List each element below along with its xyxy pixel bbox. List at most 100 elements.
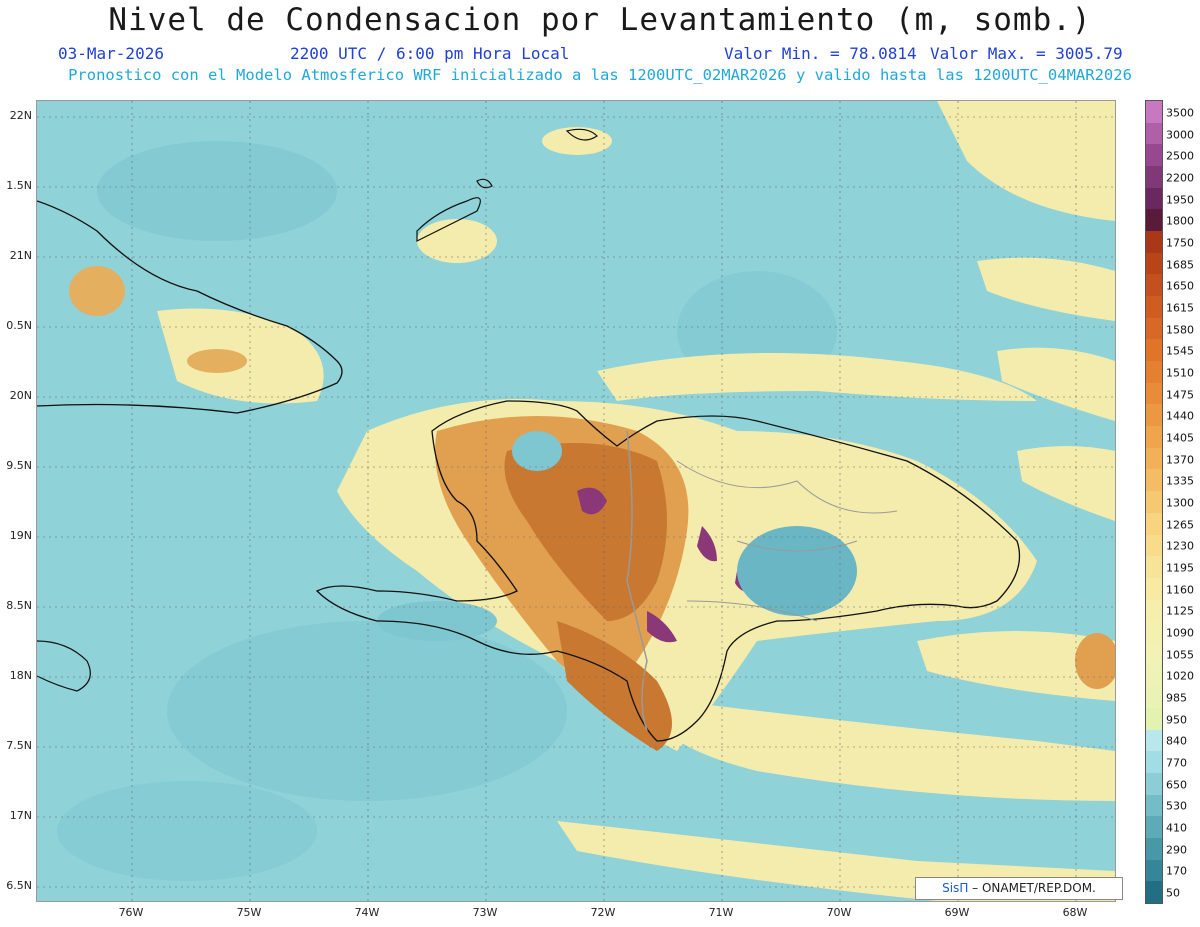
map-grid — [37, 101, 1115, 901]
colorbar-label: 950 — [1166, 713, 1187, 727]
lon-tick-72w: 72W — [590, 906, 616, 919]
colorbar-label: 1335 — [1166, 474, 1194, 488]
high-lcl-zone — [937, 101, 1115, 221]
bahamas-lcl-zone — [542, 127, 612, 155]
colorbar-swatch — [1146, 122, 1162, 145]
max-value: Valor Max. = 3005.79 — [930, 44, 1123, 63]
colorbar-swatch — [1146, 296, 1162, 319]
colorbar-label: 1160 — [1166, 583, 1194, 597]
colorbar-label: 1800 — [1166, 214, 1194, 228]
colorbar-swatch — [1146, 491, 1162, 514]
colorbar-swatch — [1146, 144, 1162, 167]
colorbar-label: 1230 — [1166, 539, 1194, 553]
lat-tick-19-5n: 9.5N — [6, 459, 32, 472]
sea-patch — [57, 781, 317, 881]
colorbar-swatch — [1146, 707, 1162, 731]
colorbar-label: 2200 — [1166, 171, 1194, 185]
colorbar-label: 1370 — [1166, 453, 1194, 467]
colorbar-swatch — [1146, 881, 1162, 904]
sea-patch — [167, 621, 567, 801]
lat-tick-17n: 17N — [9, 809, 32, 822]
colorbar-label: 1125 — [1166, 604, 1194, 618]
cuba-warm-zone — [69, 266, 125, 316]
lcl-map[interactable] — [36, 100, 1116, 902]
colorbar-swatch — [1146, 361, 1162, 384]
colorbar-label: 1950 — [1166, 193, 1194, 207]
lon-tick-76w: 76W — [118, 906, 144, 919]
lat-tick-18-5n: 8.5N — [6, 599, 32, 612]
colorbar-swatch — [1146, 686, 1162, 709]
province-lines — [676, 460, 898, 622]
colorbar-label: 1055 — [1166, 648, 1194, 662]
credit-brand: SisΠ — [942, 881, 969, 895]
colorbar-swatch — [1146, 621, 1162, 644]
colorbar-label: 530 — [1166, 799, 1187, 813]
colorbar-swatch — [1146, 642, 1162, 666]
high-lcl-zone — [1017, 446, 1115, 521]
lon-tick-73w: 73W — [472, 906, 498, 919]
forecast-date: 03-Mar-2026 — [58, 44, 164, 63]
colorbar-swatch — [1146, 751, 1162, 774]
colorbar-label: 1615 — [1166, 301, 1194, 315]
colorbar-swatch — [1146, 469, 1162, 492]
lat-tick-20-5n: 0.5N — [6, 319, 32, 332]
colorbar-swatch — [1146, 274, 1162, 297]
lat-tick-18n: 18N — [9, 669, 32, 682]
colorbar-label: 1545 — [1166, 344, 1194, 358]
colorbar-swatch — [1146, 339, 1162, 362]
colorbar-label: 985 — [1166, 691, 1187, 705]
high-lcl-zone — [917, 631, 1115, 701]
colorbar-swatch — [1146, 512, 1162, 535]
colorbar-swatch — [1146, 187, 1162, 210]
colorbar-label: 1580 — [1166, 323, 1194, 337]
colorbar-swatch — [1146, 794, 1162, 817]
colorbar-swatch — [1146, 837, 1162, 861]
colorbar-label: 1020 — [1166, 669, 1194, 683]
high-lcl-zone — [657, 701, 1115, 801]
cool-zone — [377, 601, 497, 641]
colorbar-label: 770 — [1166, 756, 1187, 770]
lat-tick-20n: 20N — [9, 389, 32, 402]
lat-tick-22n: 22N — [9, 109, 32, 122]
colorbar-label: 3000 — [1166, 128, 1194, 141]
colorbar-swatch — [1146, 664, 1162, 687]
lat-tick-19n: 19N — [9, 529, 32, 542]
map-canvas — [37, 101, 1115, 901]
colorbar-label: 1090 — [1166, 626, 1194, 640]
colorbar-swatch — [1146, 772, 1162, 796]
lat-tick-21-5n: 1.5N — [6, 179, 32, 192]
island-coast — [416, 197, 481, 242]
hispaniola-coast — [315, 400, 1021, 742]
colorbar-label: 1300 — [1166, 496, 1194, 510]
colorbar-swatch — [1146, 231, 1162, 254]
colorbar-swatch — [1146, 209, 1162, 232]
high-lcl-zone — [597, 353, 1037, 401]
colorbar-swatch — [1146, 859, 1162, 882]
puerto-rico-warm-zone — [1075, 633, 1115, 689]
colorbar-swatch — [1146, 404, 1162, 427]
extreme-zone — [697, 526, 717, 562]
extreme-zone — [577, 487, 607, 515]
colorbar-label: 170 — [1166, 864, 1187, 878]
colorbar-swatch — [1146, 577, 1162, 601]
colorbar-swatch — [1146, 534, 1162, 557]
colorbar-label: 1440 — [1166, 409, 1194, 423]
colorbar-swatch — [1146, 556, 1162, 579]
cool-zone — [737, 526, 857, 616]
colorbar-label: 840 — [1166, 734, 1187, 748]
colorbar — [1145, 100, 1163, 904]
colorbar-label: 1405 — [1166, 431, 1194, 445]
jamaica-coast — [37, 640, 91, 692]
extreme-zone — [647, 611, 677, 643]
colorbar-label: 50 — [1166, 886, 1180, 900]
colorbar-swatch — [1146, 166, 1162, 189]
colorbar-label: 2500 — [1166, 149, 1194, 163]
colorbar-swatch — [1146, 729, 1162, 752]
colorbar-label: 3500 — [1166, 106, 1194, 120]
colorbar-swatch — [1146, 382, 1162, 405]
colorbar-label: 1750 — [1166, 236, 1194, 250]
colorbar-label: 650 — [1166, 778, 1187, 792]
bahamas-lcl-zone — [417, 219, 497, 263]
forecast-time: 2200 UTC / 6:00 pm Hora Local — [290, 44, 570, 63]
map-title: Nivel de Condensacion por Levantamiento … — [108, 2, 1092, 38]
